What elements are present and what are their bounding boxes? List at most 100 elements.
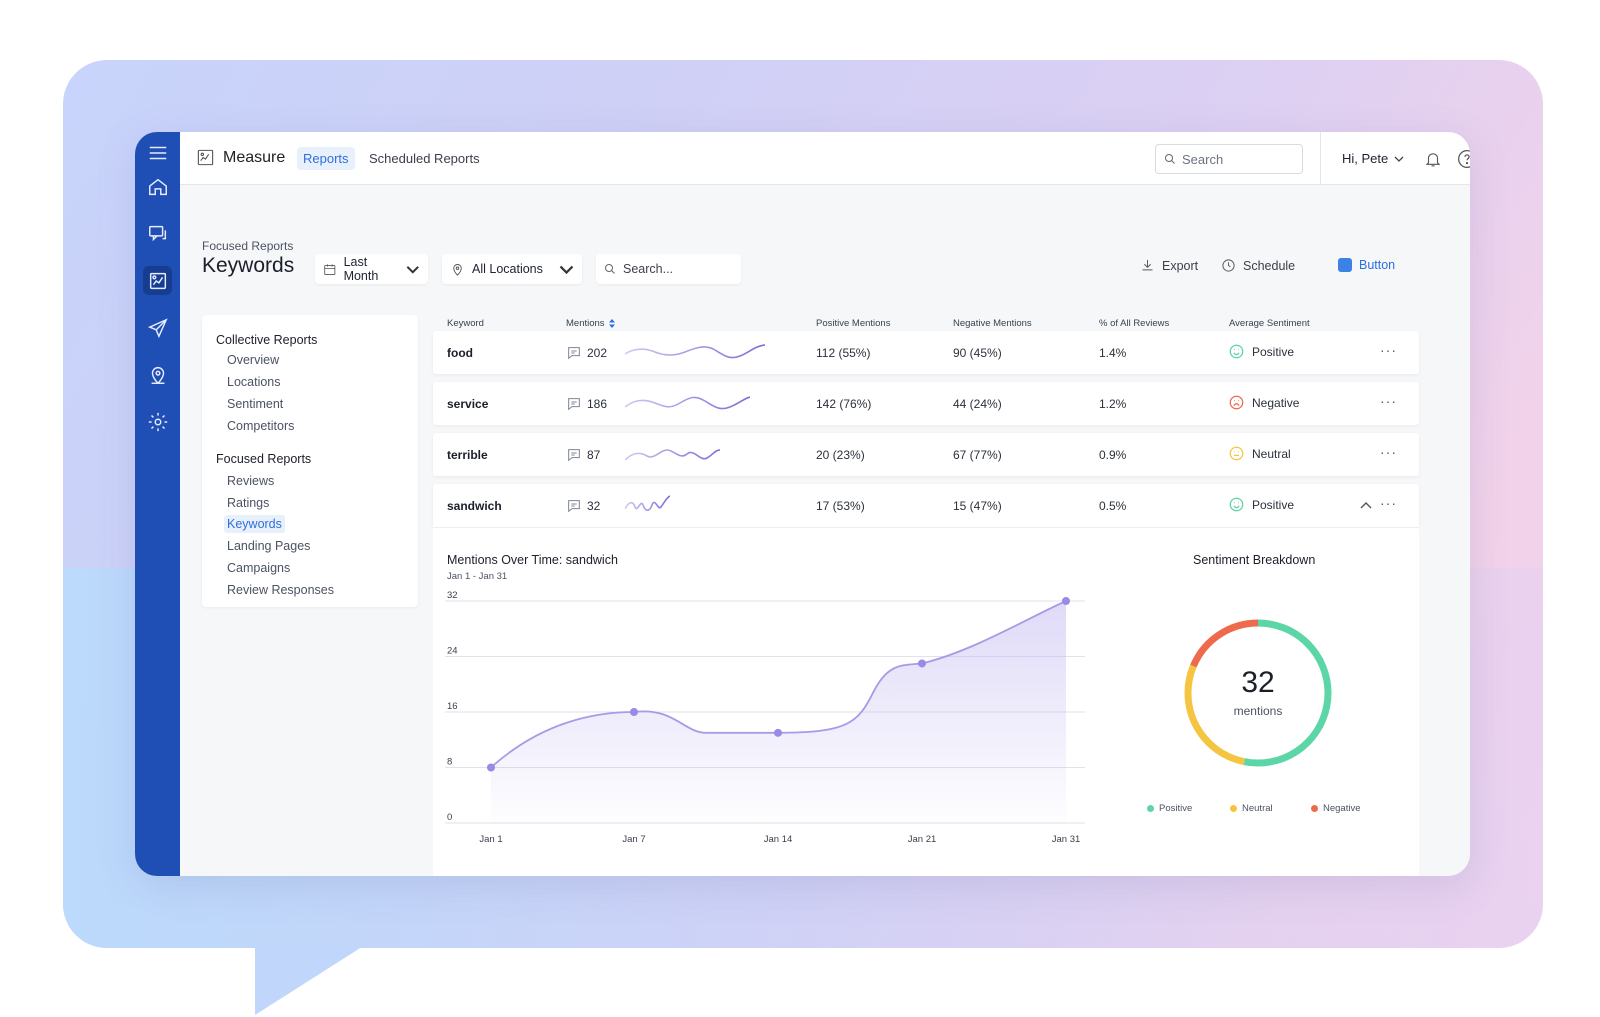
- row-mentions: 202: [587, 346, 608, 360]
- more-button[interactable]: ···: [1380, 444, 1397, 460]
- frown-icon: [1229, 395, 1244, 410]
- keyword-search-placeholder: Search...: [623, 262, 674, 276]
- row-sentiment: Positive: [1229, 497, 1294, 512]
- sidebar-item-locations[interactable]: Locations: [227, 375, 281, 389]
- comment-icon: [568, 449, 580, 462]
- row-pct: 0.5%: [1099, 499, 1127, 513]
- more-button[interactable]: ···: [1380, 495, 1397, 511]
- row-negative: 90 (45%): [953, 346, 1002, 360]
- sidebar-item-keywords[interactable]: Keywords: [224, 515, 285, 533]
- row-positive: 142 (76%): [816, 397, 872, 411]
- y-tick-label: 0: [447, 812, 452, 823]
- menu-icon[interactable]: [143, 138, 172, 167]
- messages-icon[interactable]: [143, 219, 172, 248]
- app-name: Measure: [223, 148, 286, 166]
- download-icon: [1142, 259, 1153, 271]
- date-filter-value: Last Month: [343, 255, 379, 283]
- gear-icon[interactable]: [143, 407, 172, 436]
- export-button[interactable]: Export: [1140, 258, 1198, 273]
- top-bar: Measure Reports Scheduled Reports Search…: [180, 132, 1470, 185]
- table-row[interactable]: service 186 142 (76%) 44 (24%) 1.2% Nega…: [433, 382, 1419, 425]
- tab-reports[interactable]: Reports: [297, 147, 355, 170]
- breadcrumb[interactable]: Focused Reports: [202, 239, 294, 253]
- sidebar-item-landing-pages[interactable]: Landing Pages: [227, 539, 311, 553]
- row-pct: 1.2%: [1099, 397, 1127, 411]
- y-tick-label: 8: [447, 757, 452, 768]
- chevron-up-icon[interactable]: [1360, 501, 1372, 509]
- sidebar-item-sentiment[interactable]: Sentiment: [227, 397, 284, 411]
- row-mentions: 87: [587, 448, 601, 462]
- sidebar-heading-collective: Collective Reports: [216, 333, 318, 347]
- sidebar-item-overview[interactable]: Overview: [227, 353, 280, 367]
- header-positive[interactable]: Positive Mentions: [816, 318, 891, 329]
- location-icon[interactable]: [143, 360, 172, 389]
- header-negative[interactable]: Negative Mentions: [953, 318, 1032, 329]
- export-label: Export: [1162, 258, 1199, 273]
- y-tick-label: 16: [447, 701, 458, 712]
- row-positive: 20 (23%): [816, 448, 865, 462]
- table-row-expanded[interactable]: sandwich 32 17 (53%) 15 (47%) 0.5% Posit…: [433, 484, 1419, 527]
- sidebar-item-review-responses[interactable]: Review Responses: [227, 583, 334, 597]
- reports-icon[interactable]: [143, 266, 172, 295]
- row-pct: 1.4%: [1099, 346, 1127, 360]
- search-icon: [1165, 154, 1175, 164]
- smile-icon: [1229, 497, 1244, 512]
- home-icon[interactable]: [143, 172, 172, 201]
- calendar-icon: [324, 263, 336, 275]
- bell-icon[interactable]: [1424, 150, 1442, 168]
- sparkline: [625, 344, 765, 359]
- header-pct[interactable]: % of All Reviews: [1099, 318, 1170, 329]
- user-menu[interactable]: Hi, Pete: [1342, 151, 1404, 166]
- x-tick-label: Jan 31: [1052, 834, 1081, 845]
- row-sentiment: Negative: [1229, 395, 1299, 410]
- location-filter-dropdown[interactable]: All Locations: [442, 254, 582, 284]
- app-window: Measure Reports Scheduled Reports Search…: [135, 132, 1470, 876]
- sidebar-item-ratings[interactable]: Ratings: [227, 496, 270, 510]
- table-row[interactable]: terrible 87 20 (23%) 67 (77%) 0.9% Neutr…: [433, 433, 1419, 476]
- sidebar-item-competitors[interactable]: Competitors: [227, 419, 295, 433]
- detail-chart-title: Mentions Over Time: sandwich: [447, 553, 618, 567]
- comment-icon: [568, 500, 580, 513]
- row-keyword: food: [447, 346, 473, 360]
- donut-slice-neutral: [1184, 619, 1332, 767]
- date-filter-dropdown[interactable]: Last Month: [315, 254, 428, 284]
- legend-label: Negative: [1323, 803, 1361, 814]
- legend-negative: Negative: [1311, 803, 1361, 814]
- more-button[interactable]: ···: [1380, 393, 1397, 409]
- keyword-search-input[interactable]: Search...: [596, 254, 741, 284]
- row-mentions: 186: [587, 397, 608, 411]
- table-row[interactable]: food 202 112 (55%) 90 (45%) 1.4% Positiv…: [433, 331, 1419, 374]
- sentiment-donut-chart: [1184, 619, 1332, 767]
- legend-label: Neutral: [1242, 803, 1273, 814]
- schedule-button[interactable]: Schedule: [1221, 258, 1295, 273]
- primary-button[interactable]: Button: [1338, 258, 1395, 272]
- tab-scheduled-reports[interactable]: Scheduled Reports: [369, 151, 480, 166]
- global-search-input[interactable]: Search: [1155, 144, 1303, 174]
- donut-total: 32: [1241, 666, 1275, 699]
- mentions-line-chart: 0 8 16 24 32 Jan 1 Jan 7 Jan 14 Jan 21 Jan 31: [445, 590, 1085, 845]
- detail-date-range: Jan 1 - Jan 31: [447, 571, 508, 582]
- y-tick-label: 32: [447, 590, 458, 601]
- neutral-face-icon: [1229, 446, 1244, 461]
- chevron-down-icon: [407, 265, 420, 274]
- sidebar-item-campaigns[interactable]: Campaigns: [227, 561, 291, 575]
- location-filter-value: All Locations: [472, 262, 543, 276]
- button-square-icon: [1338, 258, 1352, 272]
- help-icon[interactable]: [1457, 149, 1470, 169]
- legend-neutral: Neutral: [1230, 803, 1273, 814]
- search-placeholder: Search: [1182, 151, 1224, 167]
- sidebar-item-reviews[interactable]: Reviews: [227, 474, 275, 488]
- header-keyword[interactable]: Keyword: [447, 318, 484, 329]
- data-point: [630, 708, 638, 716]
- send-icon[interactable]: [143, 313, 172, 342]
- clock-icon: [1222, 259, 1235, 272]
- row-sentiment-label: Negative: [1252, 395, 1300, 410]
- data-point: [774, 728, 782, 737]
- header-sentiment[interactable]: Average Sentiment: [1229, 318, 1310, 329]
- x-tick-label: Jan 1: [479, 834, 502, 845]
- header-mentions[interactable]: Mentions: [566, 318, 615, 329]
- chevron-down-icon: [1394, 156, 1404, 162]
- legend-dot-negative: [1311, 805, 1318, 812]
- row-positive: 17 (53%): [816, 499, 865, 513]
- more-button[interactable]: ···: [1380, 342, 1397, 358]
